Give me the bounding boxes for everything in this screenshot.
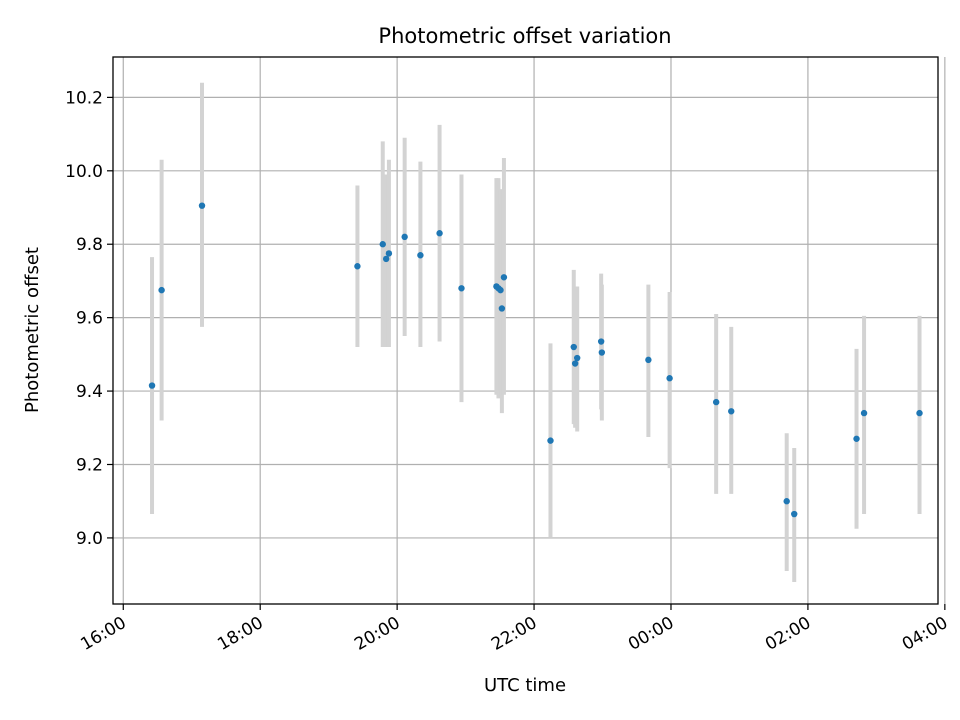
y-tick-label: 9.0: [76, 529, 103, 549]
data-point: [571, 360, 579, 367]
data-point: [791, 510, 798, 518]
data-point: [645, 356, 652, 364]
x-axis-title: UTC time: [484, 675, 566, 696]
data-point: [354, 263, 361, 270]
y-tick-label: 10.2: [65, 88, 103, 108]
y-tick-label: 9.8: [76, 235, 103, 255]
data-point: [401, 233, 408, 241]
data-point: [598, 349, 606, 356]
y-tick-label: 9.6: [76, 309, 103, 329]
data-point: [500, 274, 508, 281]
y-axis-ticks: 9.0 9.2 9.4 9.6 9.8 10.0 10.2: [65, 88, 113, 549]
y-axis-title: Photometric offset: [22, 247, 43, 413]
data-point: [916, 409, 923, 417]
data-point: [498, 305, 506, 312]
data-point: [597, 338, 605, 345]
data-point: [158, 286, 165, 294]
data-point: [198, 202, 206, 209]
plot-frame: [112, 56, 939, 605]
data-point: [547, 437, 554, 444]
y-tick-label: 9.4: [76, 382, 103, 402]
data-point: [712, 398, 720, 406]
data-point: [379, 241, 386, 248]
chart-title: Photometric offset variation: [378, 24, 671, 48]
y-tick-label: 10.0: [65, 162, 103, 182]
data-point: [497, 286, 504, 294]
data-point: [573, 354, 581, 362]
data-point: [458, 285, 465, 292]
data-point: [783, 498, 790, 505]
data-point: [436, 230, 443, 237]
data-point: [666, 375, 673, 382]
data-point: [570, 343, 577, 351]
data-point: [148, 382, 156, 389]
y-tick-label: 9.2: [76, 455, 103, 475]
data-points: [148, 202, 923, 518]
data-point: [417, 252, 424, 259]
data-point: [860, 409, 868, 417]
data-point: [728, 408, 735, 415]
data-point: [853, 435, 860, 442]
data-point: [382, 255, 390, 263]
data-point: [385, 250, 393, 257]
